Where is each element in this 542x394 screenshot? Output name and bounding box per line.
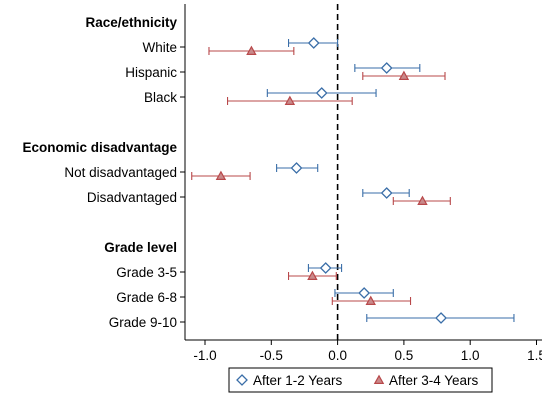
legend-triangle-icon [373, 374, 385, 384]
point-marker-diamond [319, 262, 332, 274]
point-marker-diamond [315, 87, 328, 99]
point-marker-triangle [417, 195, 428, 205]
point-marker-diamond [435, 312, 447, 324]
x-tick-label: -1.0 [193, 348, 216, 363]
point-marker-triangle [246, 45, 257, 55]
point-marker-triangle [284, 95, 296, 105]
point-marker-diamond [307, 37, 320, 49]
group-header: Economic disadvantage [22, 140, 177, 155]
legend-diamond-icon [236, 374, 248, 386]
point-marker-diamond [290, 162, 303, 174]
row-label: White [142, 40, 177, 55]
legend-label: After 1-2 Years [253, 373, 343, 388]
legend-box [228, 367, 493, 393]
row-label: Grade 6-8 [116, 290, 177, 305]
x-tick-label: -0.5 [260, 348, 283, 363]
group-header: Race/ethnicity [85, 15, 177, 30]
x-tick-label: 0.5 [395, 348, 414, 363]
point-marker-diamond [380, 187, 393, 199]
legend-label: After 3-4 Years [389, 373, 479, 388]
point-marker-triangle [215, 170, 227, 180]
point-marker-triangle [365, 295, 376, 305]
row-label: Not disadvantaged [64, 165, 177, 180]
group-header: Grade level [104, 240, 177, 255]
row-label: Grade 9-10 [109, 315, 177, 330]
row-label: Black [144, 90, 177, 105]
point-marker-triangle [307, 270, 318, 280]
x-tick-label: 1.0 [461, 348, 480, 363]
point-marker-triangle [398, 70, 410, 80]
x-tick-label: 0.0 [328, 348, 347, 363]
row-label: Grade 3-5 [116, 265, 177, 280]
row-label: Hispanic [125, 65, 177, 80]
point-marker-diamond [358, 287, 371, 299]
point-marker-diamond [380, 62, 393, 74]
row-label: Disadvantaged [87, 190, 177, 205]
x-tick-label: 1.5 [527, 348, 542, 363]
